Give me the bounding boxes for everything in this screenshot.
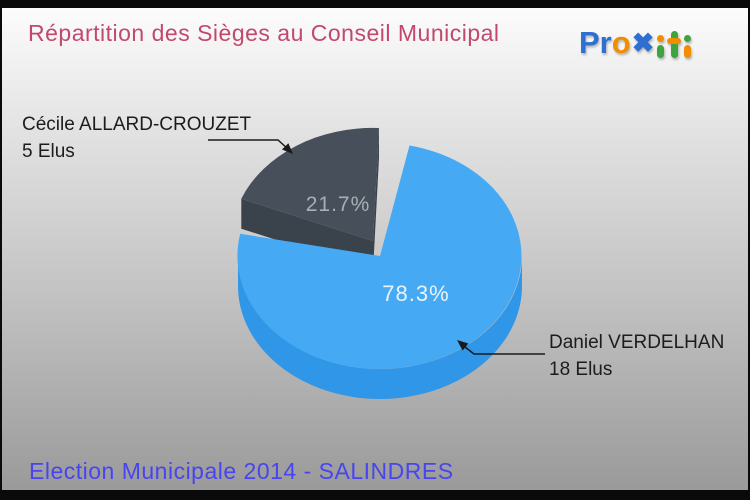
pie-slice-daniel-rim [238,256,522,399]
logo-letter-i1 [657,35,665,58]
label-cecile-seats: 5 Elus [22,141,75,162]
logo-letter-t [667,31,682,58]
logo-i2-stem [684,45,692,58]
chart-title: Répartition des Sièges au Conseil Munici… [28,20,500,46]
logo-i1-stem [657,45,665,58]
callout-arrowhead-daniel [457,340,469,351]
pie-slice-cecile-cut-face-right [373,128,379,271]
logo-t-bar [667,38,682,44]
callout-arrowhead-cecile [282,143,293,154]
label-daniel-seats: 18 Elus [549,359,613,380]
logo-i1-dot [657,35,665,42]
pie-chart: 21.7% 78.3% [208,127,545,399]
callout-line-cecile [208,139,289,150]
pie-slice-cecile-top [241,127,379,241]
label-daniel-name: Daniel VERDELHAN [549,332,725,353]
label-cecile: Cécile ALLARD-CROUZET 5 Elus [22,111,251,165]
election-subtitle: Election Municipale 2014 - SALINDRES [29,458,454,484]
label-cecile-name: Cécile ALLARD-CROUZET [22,114,252,135]
logo-i2-dot [684,35,692,42]
proxiti-logo: Pr o ✖ [579,18,693,58]
label-daniel: Daniel VERDELHAN 18 Elus [549,329,724,383]
logo-x-icon: ✖ [631,28,655,58]
callout-line-daniel [464,346,545,355]
logo-letters-pr: Pr [579,25,612,60]
pct-label-daniel: 78.3% [382,281,449,306]
logo-t-stem [671,31,679,58]
logo-letter-i2 [684,35,692,58]
pie-slice-daniel-top [237,145,522,369]
logo-letter-o: o [611,25,631,60]
pct-label-cecile: 21.7% [306,193,371,216]
